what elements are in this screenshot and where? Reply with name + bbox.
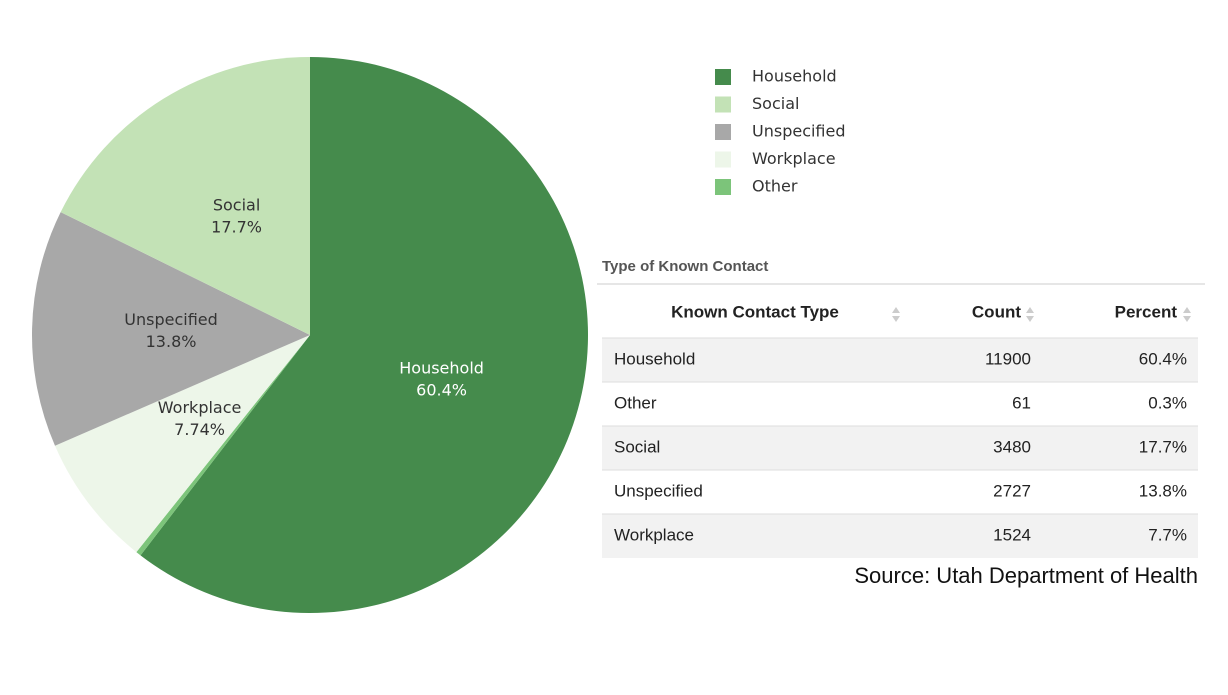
- table-cell: 17.7%: [1139, 437, 1187, 456]
- table-cell: 13.8%: [1139, 481, 1187, 500]
- table-title: Type of Known Contact: [602, 258, 768, 275]
- sort-icon[interactable]: [1026, 307, 1034, 322]
- table: Known Contact Type Count Percent Household 1…: [602, 302, 1198, 558]
- table-row: [602, 338, 1198, 382]
- pie-slice: [140, 57, 588, 613]
- sort-icon[interactable]: [892, 307, 900, 322]
- legend-label: Other: [752, 177, 798, 196]
- legend-swatch: [715, 151, 731, 168]
- table-cell: Other: [614, 393, 657, 412]
- table-cell: Workplace: [614, 525, 694, 544]
- sort-icons: [892, 307, 1191, 322]
- slice-value-label: 13.8%: [146, 332, 197, 351]
- table-cell: 1524: [993, 525, 1031, 544]
- table-row: [602, 514, 1198, 558]
- table-cell: Unspecified: [614, 481, 703, 500]
- table-row: [602, 470, 1198, 514]
- table-row: [602, 426, 1198, 470]
- legend-swatch: [715, 179, 731, 195]
- legend-label: Household: [752, 67, 837, 86]
- table-cell: 2727: [993, 481, 1031, 500]
- table-cell: 7.7%: [1148, 525, 1187, 544]
- legend-swatch: [715, 69, 731, 85]
- slice-value-label: 7.74%: [174, 420, 225, 439]
- table-cell: Social: [614, 437, 660, 456]
- column-header: Count: [972, 302, 1021, 321]
- column-header: Known Contact Type: [671, 302, 839, 321]
- table-cell: 60.4%: [1139, 349, 1187, 368]
- legend-label: Workplace: [752, 149, 836, 168]
- pie-slice: [54, 335, 311, 553]
- source: Source: Utah Department of Health: [854, 563, 1198, 588]
- table-cell: 11900: [985, 349, 1031, 368]
- slice-value-label: 17.7%: [211, 217, 262, 236]
- legend: Household Social Unspecified Workplace Other: [715, 67, 846, 196]
- table-cell: 0.3%: [1148, 393, 1187, 412]
- slice-label: Social: [213, 195, 260, 214]
- sort-icon[interactable]: [1183, 307, 1191, 322]
- pie-slice: [60, 57, 310, 335]
- slice-label: Household: [399, 358, 484, 377]
- legend-label: Social: [752, 94, 799, 113]
- slice-label: Unspecified: [124, 310, 218, 329]
- column-header: Percent: [1115, 302, 1178, 321]
- table-cell: 61: [1012, 393, 1031, 412]
- slice-label: Workplace: [158, 398, 242, 417]
- legend-swatch: [715, 124, 731, 140]
- legend-label: Unspecified: [752, 122, 846, 141]
- legend-swatch: [715, 96, 731, 113]
- table-cell: Household: [614, 349, 695, 368]
- pie-slice: [32, 212, 311, 446]
- pie: Household 60.4% Workplace 7.74% Unspecified 1…: [32, 57, 588, 613]
- table-row: [602, 382, 1198, 426]
- table-cell: 3480: [993, 437, 1031, 456]
- pie-slice: [136, 335, 310, 556]
- slice-value-label: 60.4%: [416, 380, 467, 399]
